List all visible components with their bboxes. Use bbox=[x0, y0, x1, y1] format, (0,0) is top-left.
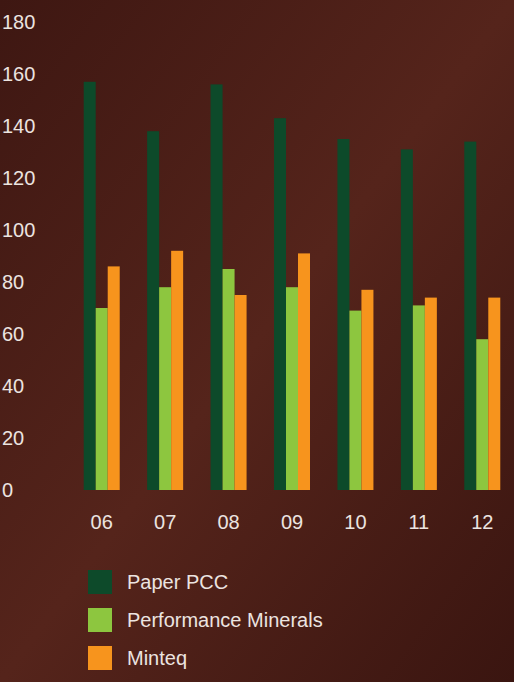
bar bbox=[159, 287, 171, 490]
bar bbox=[235, 295, 247, 490]
legend-label: Performance Minerals bbox=[127, 609, 323, 631]
bar bbox=[337, 139, 349, 490]
x-tick-label: 10 bbox=[344, 511, 366, 533]
y-tick-label: 120 bbox=[2, 167, 35, 189]
background bbox=[0, 0, 514, 682]
bar bbox=[274, 118, 286, 490]
bars bbox=[84, 82, 501, 490]
legend-swatch bbox=[88, 570, 112, 594]
x-tick-label: 06 bbox=[91, 511, 113, 533]
bar bbox=[223, 269, 235, 490]
bar bbox=[476, 339, 488, 490]
bar bbox=[147, 131, 159, 490]
bar bbox=[298, 253, 310, 490]
y-tick-label: 20 bbox=[2, 427, 24, 449]
x-tick-label: 12 bbox=[471, 511, 493, 533]
bar bbox=[425, 298, 437, 490]
bar bbox=[349, 311, 361, 490]
legend-label: Paper PCC bbox=[127, 571, 228, 593]
legend-swatch bbox=[88, 646, 112, 670]
legend-label: Minteq bbox=[127, 647, 187, 669]
y-tick-label: 60 bbox=[2, 323, 24, 345]
bar bbox=[171, 251, 183, 490]
y-tick-label: 180 bbox=[2, 11, 35, 33]
y-tick-label: 0 bbox=[2, 479, 13, 501]
y-tick-label: 160 bbox=[2, 63, 35, 85]
x-tick-label: 08 bbox=[217, 511, 239, 533]
bar bbox=[108, 266, 120, 490]
bar bbox=[211, 84, 223, 490]
x-tick-label: 11 bbox=[408, 511, 429, 533]
y-tick-label: 100 bbox=[2, 219, 35, 241]
bar bbox=[96, 308, 108, 490]
bar bbox=[464, 142, 476, 490]
bar bbox=[413, 305, 425, 490]
x-tick-label: 07 bbox=[154, 511, 176, 533]
y-tick-label: 80 bbox=[2, 271, 24, 293]
x-tick-label: 09 bbox=[281, 511, 303, 533]
legend-swatch bbox=[88, 608, 112, 632]
bar bbox=[361, 290, 373, 490]
y-tick-label: 40 bbox=[2, 375, 24, 397]
bar bbox=[84, 82, 96, 490]
bar bbox=[401, 149, 413, 490]
legend: Paper PCC Performance Minerals Minteq bbox=[88, 570, 323, 670]
bar bbox=[488, 298, 500, 490]
y-tick-label: 140 bbox=[2, 115, 35, 137]
bar bbox=[286, 287, 298, 490]
chart: 0 20 40 60 80 100 120 140 160 180 06 07 08 09 10 11 12 Pa… bbox=[0, 0, 514, 682]
